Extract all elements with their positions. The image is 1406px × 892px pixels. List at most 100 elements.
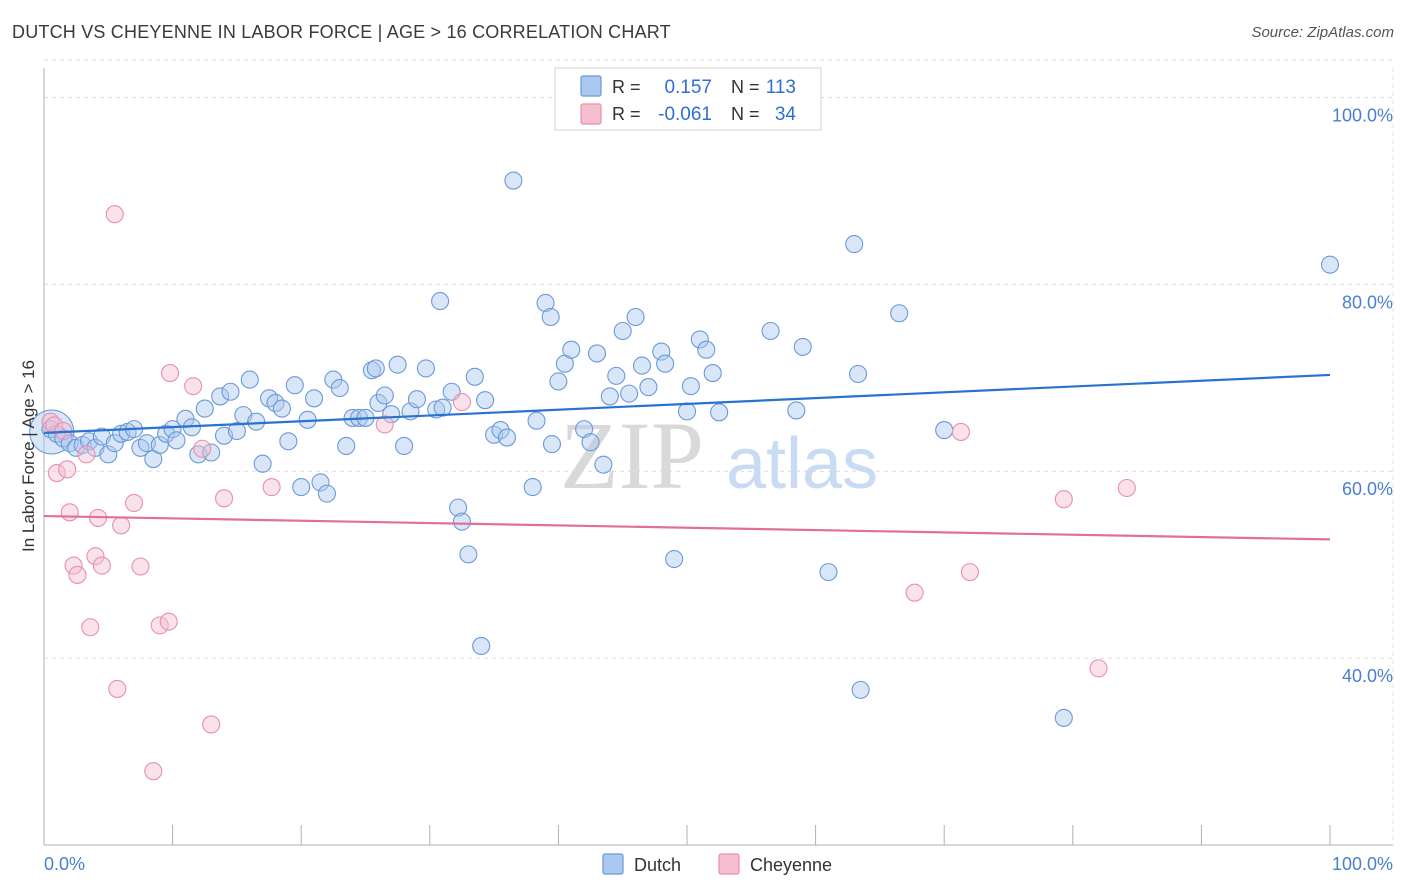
cheyenne-r-label: R = — [612, 104, 641, 124]
dutch-point — [465, 367, 484, 386]
legend-dutch-swatch — [602, 853, 624, 875]
cheyenne-point — [58, 460, 77, 479]
cheyenne-point — [452, 392, 472, 412]
cheyenne-point — [184, 377, 203, 396]
cheyenne-point — [905, 583, 924, 602]
dutch-point — [1320, 255, 1340, 274]
cheyenne-point — [159, 612, 178, 631]
dutch-point — [167, 431, 186, 450]
y-tick-label: 40.0% — [1342, 666, 1393, 686]
cheyenne-point — [45, 416, 64, 435]
legend-cheyenne-swatch — [718, 853, 740, 875]
dutch-point — [202, 443, 221, 462]
dutch-point — [761, 321, 780, 341]
dutch-point — [600, 387, 619, 406]
cheyenne-point — [202, 715, 221, 734]
dutch-point — [527, 411, 546, 430]
axes — [43, 68, 1394, 846]
cheyenne-point — [47, 464, 66, 483]
cheyenne-point — [375, 415, 394, 434]
cheyenne-trend-line — [43, 514, 1331, 541]
cheyenne-point — [214, 489, 234, 508]
dutch-point — [279, 432, 298, 451]
dutch-point — [285, 376, 304, 395]
dutch-point — [890, 304, 909, 323]
dutch-point — [449, 498, 468, 517]
cheyenne-point — [1054, 490, 1073, 509]
cheyenne-point — [68, 565, 87, 584]
cheyenne-point — [86, 547, 105, 566]
dutch-point — [594, 455, 613, 474]
dutch-point — [581, 433, 600, 452]
dutch-point — [703, 364, 722, 383]
y-tick-label: 100.0% — [1332, 105, 1393, 125]
dutch-point — [1054, 708, 1073, 727]
cheyenne-point — [92, 556, 111, 575]
stats-legend: R = 0.157 N = 113 R = -0.061 N = 34 — [554, 67, 822, 131]
dutch-point — [292, 478, 311, 497]
dutch-n-label: N = — [731, 77, 760, 97]
dutch-point — [427, 400, 446, 419]
dutch-point — [690, 330, 709, 349]
cheyenne-r-value: -0.061 — [658, 104, 712, 125]
dutch-point — [227, 421, 246, 441]
dutch-point — [681, 377, 700, 396]
dutch-point — [317, 484, 336, 503]
dutch-point — [845, 235, 864, 254]
dutch-point — [626, 307, 645, 327]
dutch-point — [851, 680, 870, 699]
dutch-point — [652, 342, 671, 361]
dutch-point — [491, 421, 510, 440]
dutch-point — [431, 292, 450, 311]
dutch-point — [452, 512, 472, 531]
cheyenne-point — [131, 557, 150, 576]
dutch-point — [163, 420, 182, 439]
x-tick-label-right: 100.0% — [1332, 854, 1393, 874]
cheyenne-point — [64, 556, 83, 575]
dutch-n-value: 113 — [766, 77, 796, 98]
cheyenne-point — [124, 493, 144, 513]
dutch-point — [253, 454, 272, 473]
dutch-point — [607, 366, 626, 385]
dutch-point — [523, 478, 542, 497]
dutch-point — [787, 401, 806, 420]
dutch-point — [211, 387, 230, 406]
cheyenne-point — [960, 563, 979, 582]
dutch-point — [639, 378, 658, 397]
dutch-r-value: 0.157 — [664, 77, 712, 98]
chart-title: DUTCH VS CHEYENNE IN LABOR FORCE | AGE >… — [12, 22, 671, 42]
cheyenne-point — [144, 762, 163, 781]
dutch-point — [416, 359, 435, 378]
dutch-point — [259, 389, 279, 408]
dutch-point — [476, 391, 495, 410]
dutch-point — [677, 402, 697, 421]
y-tick-label: 80.0% — [1342, 292, 1393, 312]
grid — [44, 59, 1393, 659]
cheyenne-point — [112, 516, 131, 535]
cheyenne-point — [160, 364, 180, 383]
dutch-point — [311, 473, 330, 492]
dutch-point — [407, 390, 426, 409]
dutch-point — [366, 359, 385, 378]
dutch-point — [247, 412, 266, 431]
cheyenne-point — [105, 205, 124, 224]
cheyenne-point — [108, 679, 127, 698]
source-label: Source: ZipAtlas.com — [1251, 24, 1394, 41]
trend-lines — [43, 373, 1331, 541]
dutch-point — [504, 171, 523, 190]
dutch-point — [665, 549, 684, 569]
cheyenne-n-value: 34 — [775, 104, 797, 125]
dutch-point — [620, 384, 639, 403]
dutch-point — [472, 636, 491, 655]
dutch-point — [195, 399, 214, 418]
watermark: ZIP atlas — [560, 402, 878, 509]
dutch-swatch — [580, 75, 602, 97]
dutch-point — [587, 344, 607, 363]
legend-cheyenne-label: Cheyenne — [750, 855, 832, 875]
cheyenne-swatch — [580, 103, 602, 125]
dutch-point — [150, 435, 169, 455]
cheyenne-point — [81, 618, 100, 637]
dutch-point — [541, 307, 560, 327]
cheyenne-n-label: N = — [731, 104, 760, 124]
